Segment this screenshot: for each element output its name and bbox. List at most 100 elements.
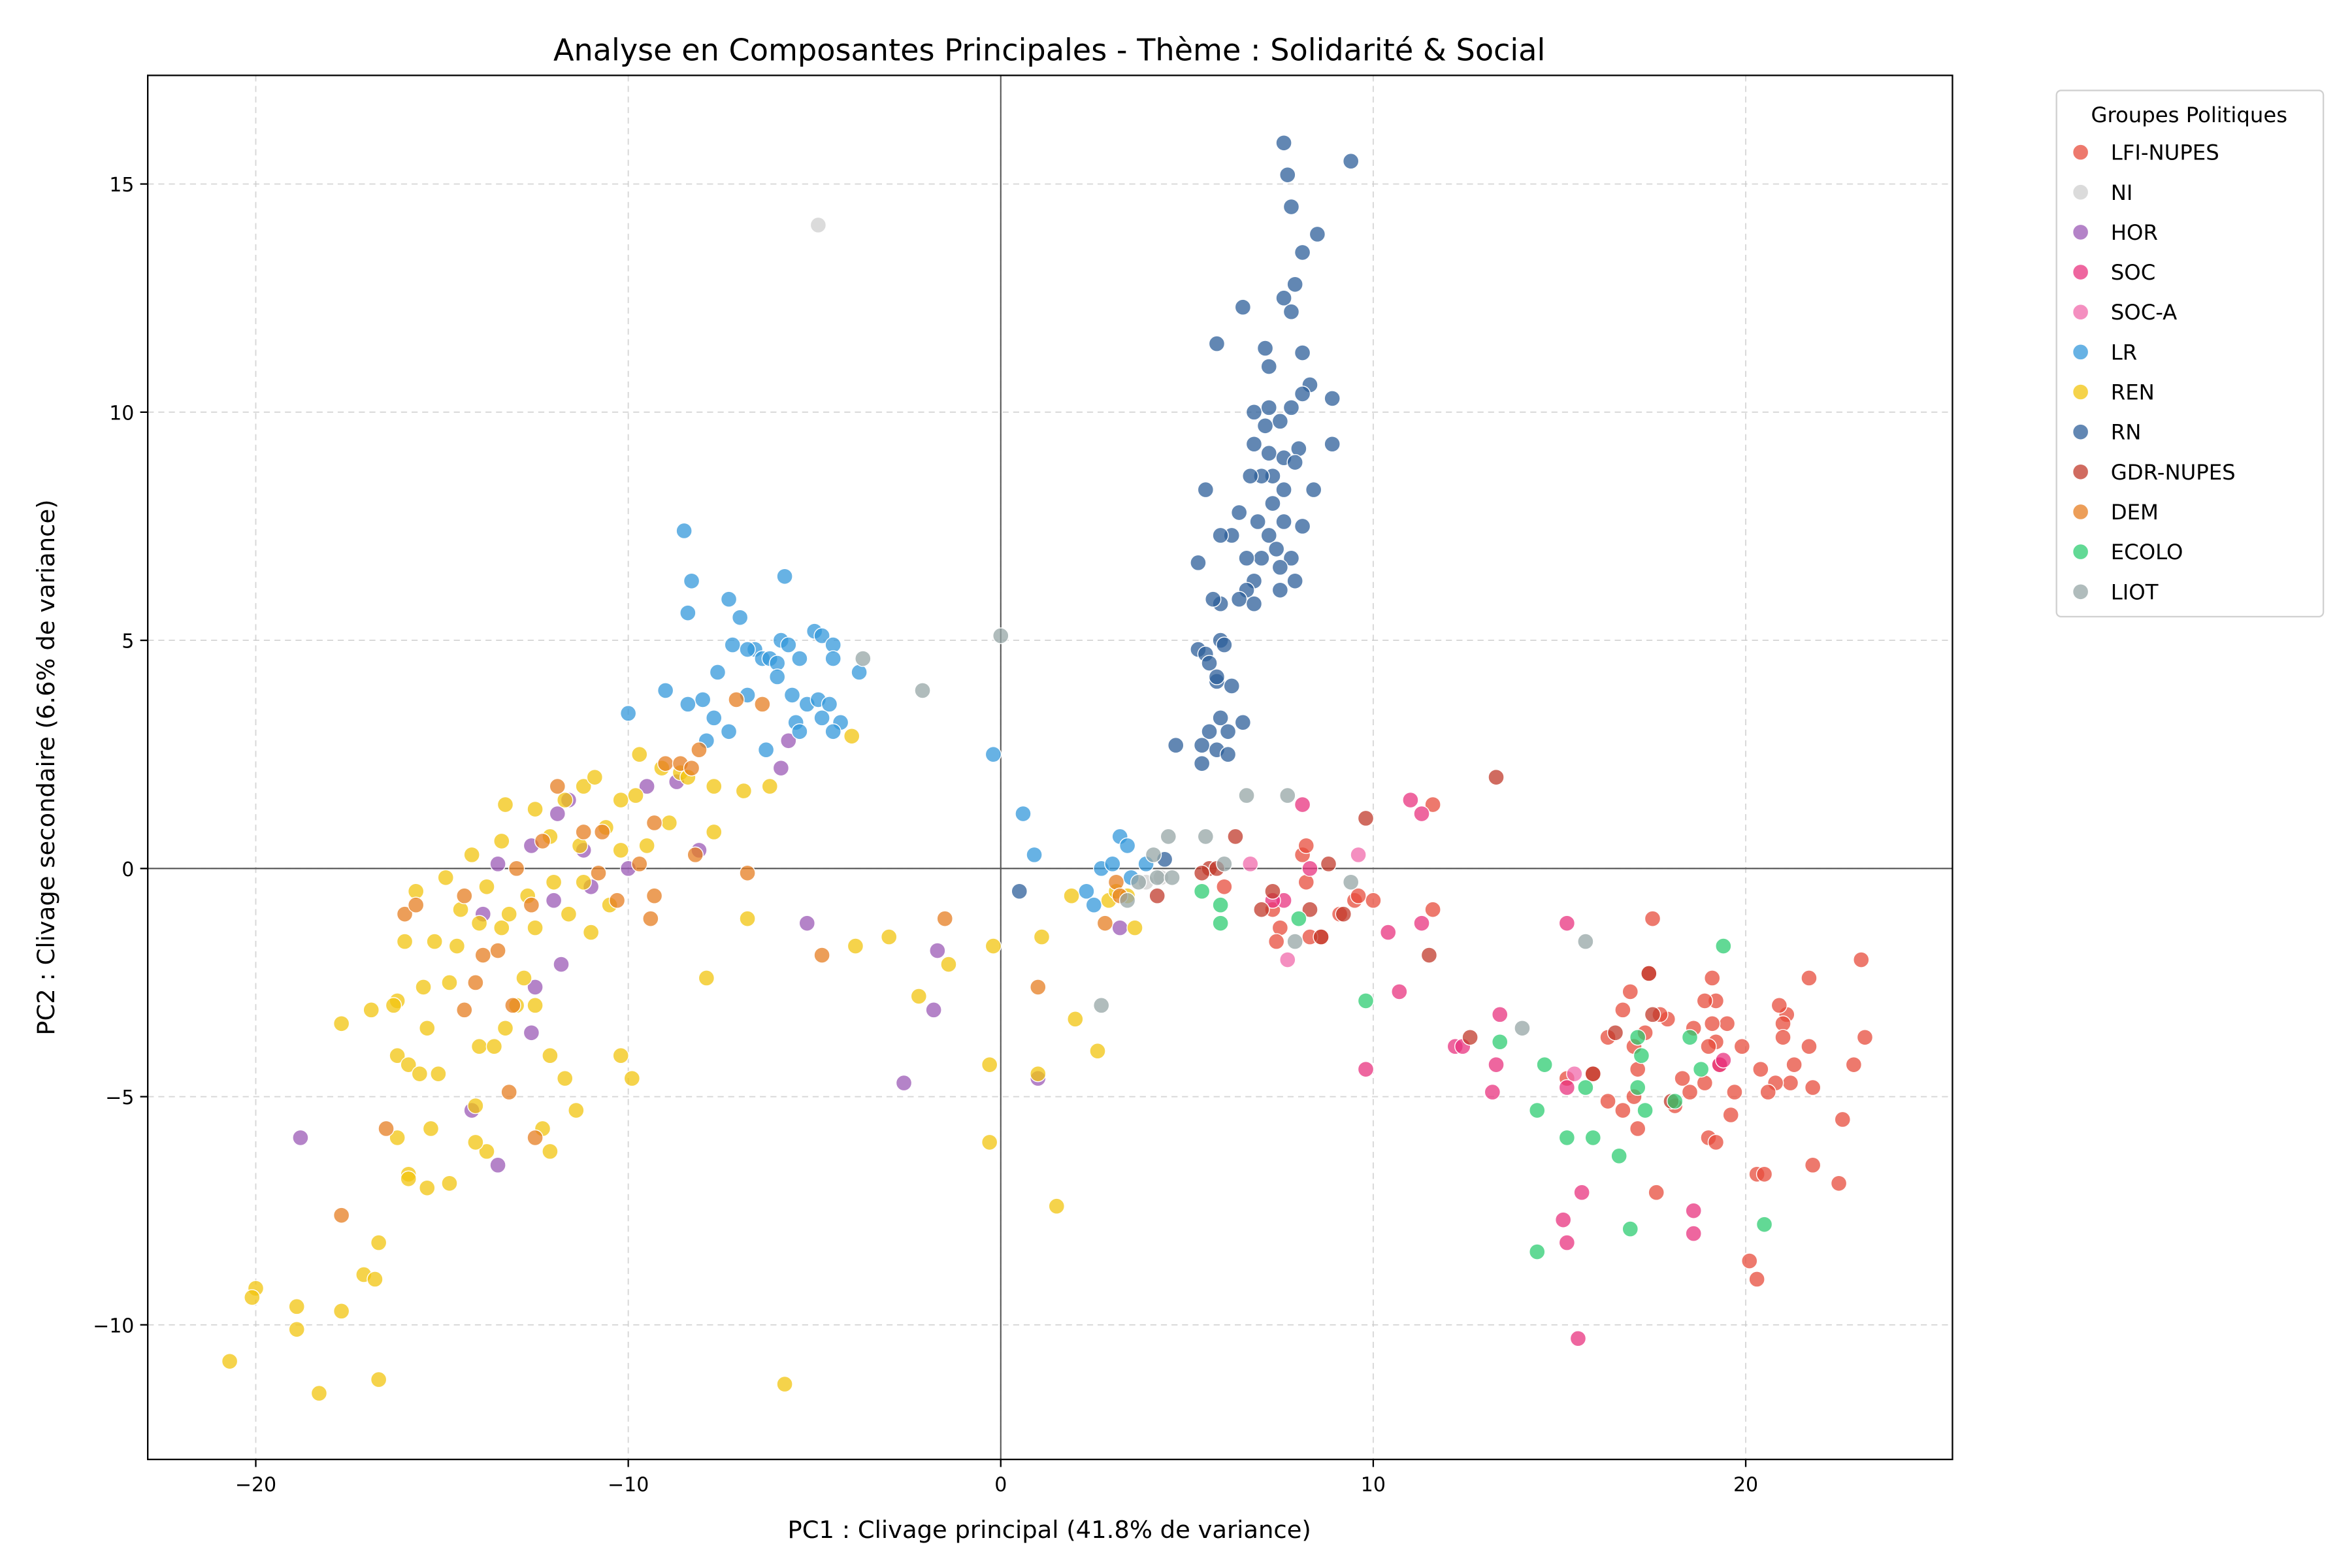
point-lfi-nupes [1298, 837, 1315, 855]
series-liot [855, 627, 1594, 1037]
point-lfi-nupes [1350, 887, 1367, 904]
point-ren [582, 924, 600, 941]
legend-label: ECOLO [2111, 540, 2183, 564]
point-lr [724, 636, 741, 653]
point-ren [1048, 1198, 1065, 1215]
point-dem [575, 823, 592, 841]
y-tick-label: 10 [109, 402, 134, 425]
point-hor [1111, 919, 1128, 936]
y-axis-ticks: −10 −5 0 5 10 15 [93, 174, 148, 1337]
point-lr [657, 682, 674, 699]
point-lfi-nupes [1782, 1074, 1799, 1092]
point-ren [560, 906, 578, 923]
point-dem [642, 910, 659, 927]
point-rn [1309, 225, 1326, 243]
point-liot [1145, 846, 1162, 864]
point-ecolo [1692, 1060, 1710, 1078]
point-lr [825, 650, 841, 667]
point-gdr-nupes [1313, 928, 1330, 945]
legend-label: SOC [2111, 260, 2155, 285]
point-ren [985, 938, 1002, 955]
point-lr [1119, 837, 1136, 855]
point-ren [940, 956, 957, 973]
legend-item-dem: DEM [2072, 500, 2159, 525]
point-ren [542, 1143, 559, 1160]
point-lr [776, 568, 793, 585]
point-ren [568, 1102, 585, 1119]
point-rn [1290, 440, 1307, 457]
point-lr [813, 710, 830, 727]
point-rn [1208, 335, 1226, 352]
point-lfi-nupes [1707, 1134, 1725, 1151]
series-ecolo [1193, 883, 1773, 1260]
point-rn [1168, 737, 1184, 754]
point-dem [456, 887, 473, 904]
point-liot [1130, 874, 1147, 890]
legend-item-ni: NI [2072, 180, 2132, 205]
point-lfi-nupes [1696, 1074, 1714, 1092]
point-ren [493, 832, 510, 850]
point-ren [463, 846, 480, 864]
legend-marker-rn [2072, 423, 2089, 440]
point-lr [791, 723, 808, 740]
point-lfi-nupes [1726, 1083, 1743, 1101]
point-rn [1275, 289, 1292, 306]
point-liot [1342, 874, 1360, 890]
point-lfi-nupes [1804, 1156, 1821, 1174]
point-soc [1685, 1225, 1702, 1242]
point-dem [504, 997, 521, 1014]
point-hor [527, 979, 544, 996]
point-lfi-nupes [1614, 1102, 1631, 1119]
point-ren [441, 974, 458, 991]
point-rn [1286, 572, 1303, 589]
point-dem [489, 942, 506, 959]
point-lfi-nupes [1845, 1056, 1863, 1073]
point-ren [1033, 928, 1051, 945]
point-rn [1267, 540, 1285, 558]
point-ren [1067, 1011, 1084, 1028]
point-lfi-nupes [1804, 1079, 1821, 1096]
x-tick-label: −20 [235, 1473, 276, 1496]
point-ren [389, 1047, 406, 1064]
point-ren [441, 1175, 458, 1192]
point-soc [1492, 1006, 1509, 1023]
point-rn [1256, 417, 1274, 434]
point-hor [925, 1002, 942, 1019]
point-ren [493, 919, 510, 936]
point-rn [1245, 436, 1263, 453]
point-ren [542, 1047, 559, 1064]
point-gdr-nupes [1607, 1024, 1624, 1041]
point-liot [855, 650, 872, 667]
point-rn [1294, 385, 1311, 402]
point-rn [1324, 390, 1341, 407]
point-rn [1282, 303, 1300, 320]
point-gdr-nupes [1149, 887, 1166, 904]
point-rn [1294, 517, 1311, 535]
point-ecolo [1536, 1056, 1553, 1073]
point-lfi-nupes [1704, 970, 1721, 987]
point-ren [367, 1271, 384, 1288]
point-rn [1271, 559, 1289, 576]
point-rn [1230, 504, 1248, 521]
point-dem [500, 1083, 517, 1101]
point-ren [497, 1020, 514, 1037]
point-rn [1294, 344, 1311, 361]
point-dem [508, 860, 525, 877]
point-rn [1223, 678, 1240, 694]
point-soc [1558, 1234, 1576, 1251]
point-lfi-nupes [1756, 1166, 1773, 1183]
zero-lines [148, 75, 1953, 1460]
point-dem [594, 823, 611, 841]
point-dem [691, 742, 708, 759]
point-ren [333, 1015, 350, 1032]
y-tick-label: 15 [109, 174, 134, 197]
point-dem [687, 846, 704, 864]
point-ren [843, 728, 860, 745]
point-rn [1294, 244, 1311, 261]
y-axis-label: PC2 : Clivage secondaire (6.6% de varian… [32, 499, 60, 1035]
point-rn [1197, 481, 1215, 498]
point-liot [1279, 787, 1296, 804]
point-gdr-nupes [1193, 864, 1211, 882]
point-lr [694, 691, 711, 708]
point-ren [452, 901, 469, 918]
